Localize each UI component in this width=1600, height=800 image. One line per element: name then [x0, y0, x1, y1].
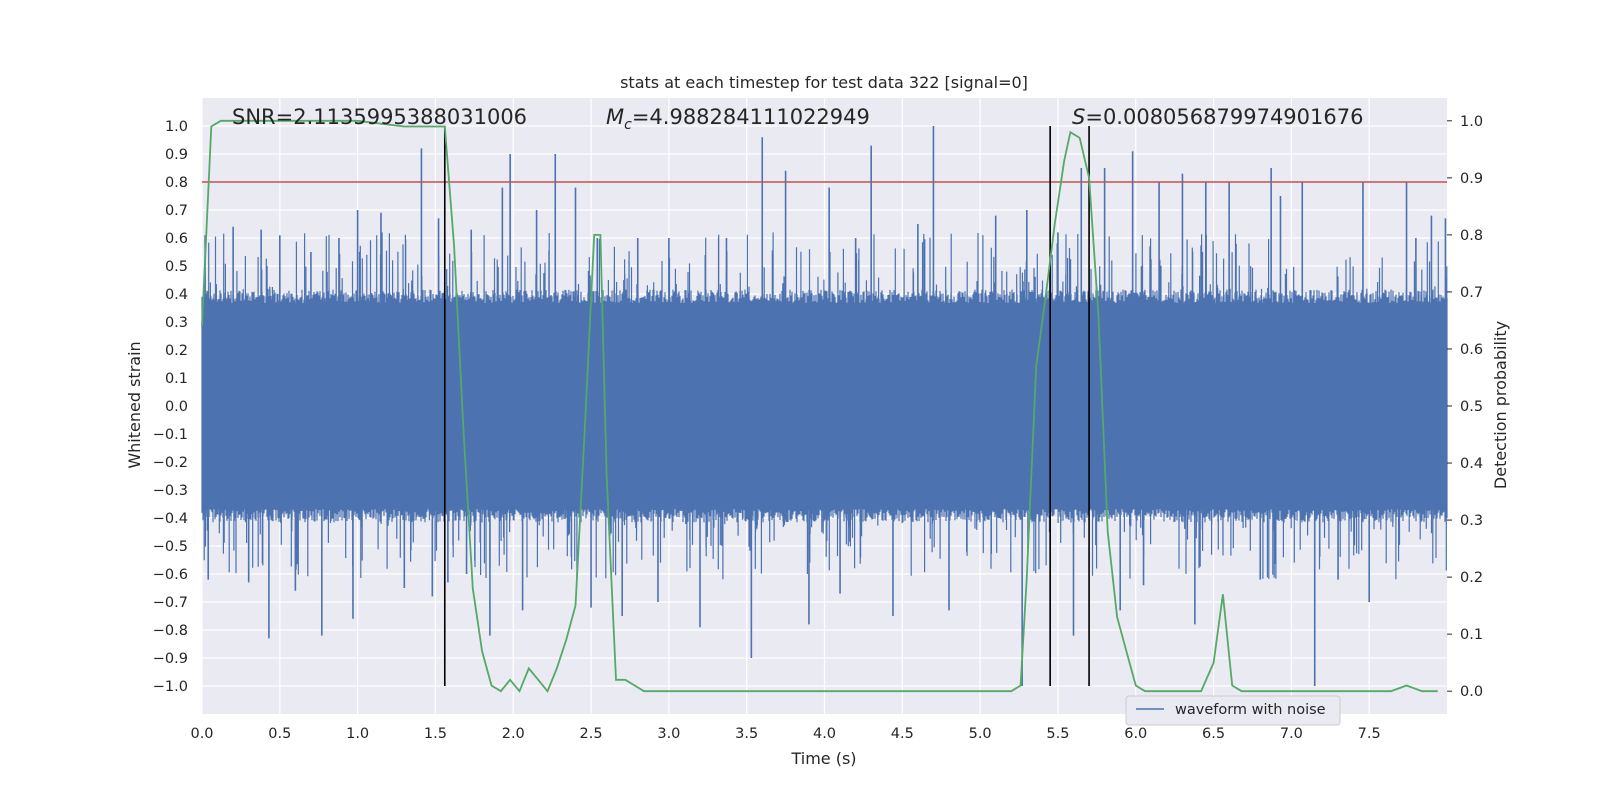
s-value: =0.008056879974901676	[1085, 105, 1363, 129]
s-symbol: S	[1072, 105, 1085, 129]
y2-tick-label: 0.0	[1460, 684, 1483, 700]
y-tick-label: 0.8	[165, 175, 188, 191]
y-tick-label: −0.5	[153, 539, 188, 555]
vertical-marker-lines	[443, 126, 1090, 686]
y-tick-label: 0.7	[165, 203, 188, 219]
x-tick-label: 4.0	[813, 726, 836, 742]
x-tick-labels: 0.0 0.5 1.0 1.5 2.0 2.5 3.0 3.5 4.0 4.5 5.0 5.5 6.0 6…	[190, 726, 1380, 742]
chirp-mass-symbol: M	[606, 105, 624, 129]
y-tick-label: −0.8	[153, 623, 188, 639]
y-tick-label: 0.1	[165, 371, 188, 387]
x-tick-label: 1.5	[424, 726, 447, 742]
y2-tick-label: 0.6	[1460, 342, 1483, 358]
y-tick-label: 0.6	[165, 231, 188, 247]
y-tick-label: 0.3	[165, 315, 188, 331]
y-tick-label: −0.4	[153, 511, 188, 527]
x-tick-label: 5.5	[1046, 726, 1069, 742]
x-axis-label: Time (s)	[790, 749, 856, 768]
y-axis-label: Whitened strain	[125, 341, 144, 468]
x-tick-label: 6.0	[1124, 726, 1147, 742]
y2-tick-label: 0.2	[1460, 570, 1483, 586]
y-tick-label: 0.2	[165, 343, 188, 359]
y-tick-label: 1.0	[165, 119, 188, 135]
y2-tick-labels: 0.0 0.1 0.2 0.3 0.4 0.5 0.6 0.7 0.8 0.9 1.0	[1447, 114, 1483, 700]
x-tick-label: 6.5	[1202, 726, 1225, 742]
y-tick-labels: −1.0 −0.9 −0.8 −0.7 −0.6 −0.5 −0.4 −0.3 −0.2 −0.1…	[153, 119, 188, 695]
y-tick-label: −0.2	[153, 455, 188, 471]
y-tick-label: 0.5	[165, 259, 188, 275]
legend-entry-waveform: waveform with noise	[1175, 702, 1326, 718]
y2-tick-label: 0.3	[1460, 513, 1483, 529]
chirp-mass-value: =4.988284111022949	[632, 105, 870, 129]
y2-tick-label: 0.7	[1460, 285, 1483, 301]
y-tick-label: −0.7	[153, 595, 188, 611]
noise-texture	[203, 232, 1448, 580]
y2-tick-label: 0.8	[1460, 228, 1483, 244]
y-tick-label: 0.0	[165, 399, 188, 415]
y-tick-label: 0.4	[165, 287, 188, 303]
x-tick-label: 7.5	[1358, 726, 1381, 742]
waveform-with-noise-series	[201, 232, 1448, 580]
legend: waveform with noise	[1125, 695, 1341, 726]
y-tick-label: −0.9	[153, 651, 188, 667]
x-tick-label: 2.0	[502, 726, 525, 742]
y2-tick-label: 0.1	[1460, 627, 1483, 643]
x-tick-label: 4.5	[891, 726, 914, 742]
chirp-mass-annotation: Mc=4.988284111022949	[606, 105, 870, 133]
x-tick-label: 3.0	[657, 726, 680, 742]
x-tick-label: 3.5	[735, 726, 758, 742]
y2-tick-label: 0.9	[1460, 171, 1483, 187]
chirp-mass-subscript: c	[624, 117, 632, 133]
x-tick-label: 0.5	[268, 726, 291, 742]
x-tick-label: 5.0	[969, 726, 992, 742]
y2-axis-label: Detection probability	[1491, 321, 1510, 489]
y-tick-label: 0.9	[165, 147, 188, 163]
x-tick-label: 2.5	[580, 726, 603, 742]
s-annotation: S=0.008056879974901676	[1072, 105, 1363, 129]
chart-title: stats at each timestep for test data 322…	[620, 73, 1028, 92]
y2-tick-label: 1.0	[1460, 114, 1483, 130]
y-tick-label: −1.0	[153, 679, 188, 695]
detection-probability-line	[201, 119, 1438, 693]
x-tick-label: 0.0	[190, 726, 213, 742]
y2-tick-label: 0.5	[1460, 399, 1483, 415]
snr-annotation: SNR=2.1135995388031006	[232, 105, 527, 129]
y2-tick-label: 0.4	[1460, 456, 1483, 472]
y-tick-label: −0.6	[153, 567, 188, 583]
x-tick-label: 1.0	[346, 726, 369, 742]
legend-box	[1125, 695, 1341, 726]
y-tick-label: −0.1	[153, 427, 188, 443]
x-tick-label: 7.0	[1280, 726, 1303, 742]
y-tick-label: −0.3	[153, 483, 188, 499]
